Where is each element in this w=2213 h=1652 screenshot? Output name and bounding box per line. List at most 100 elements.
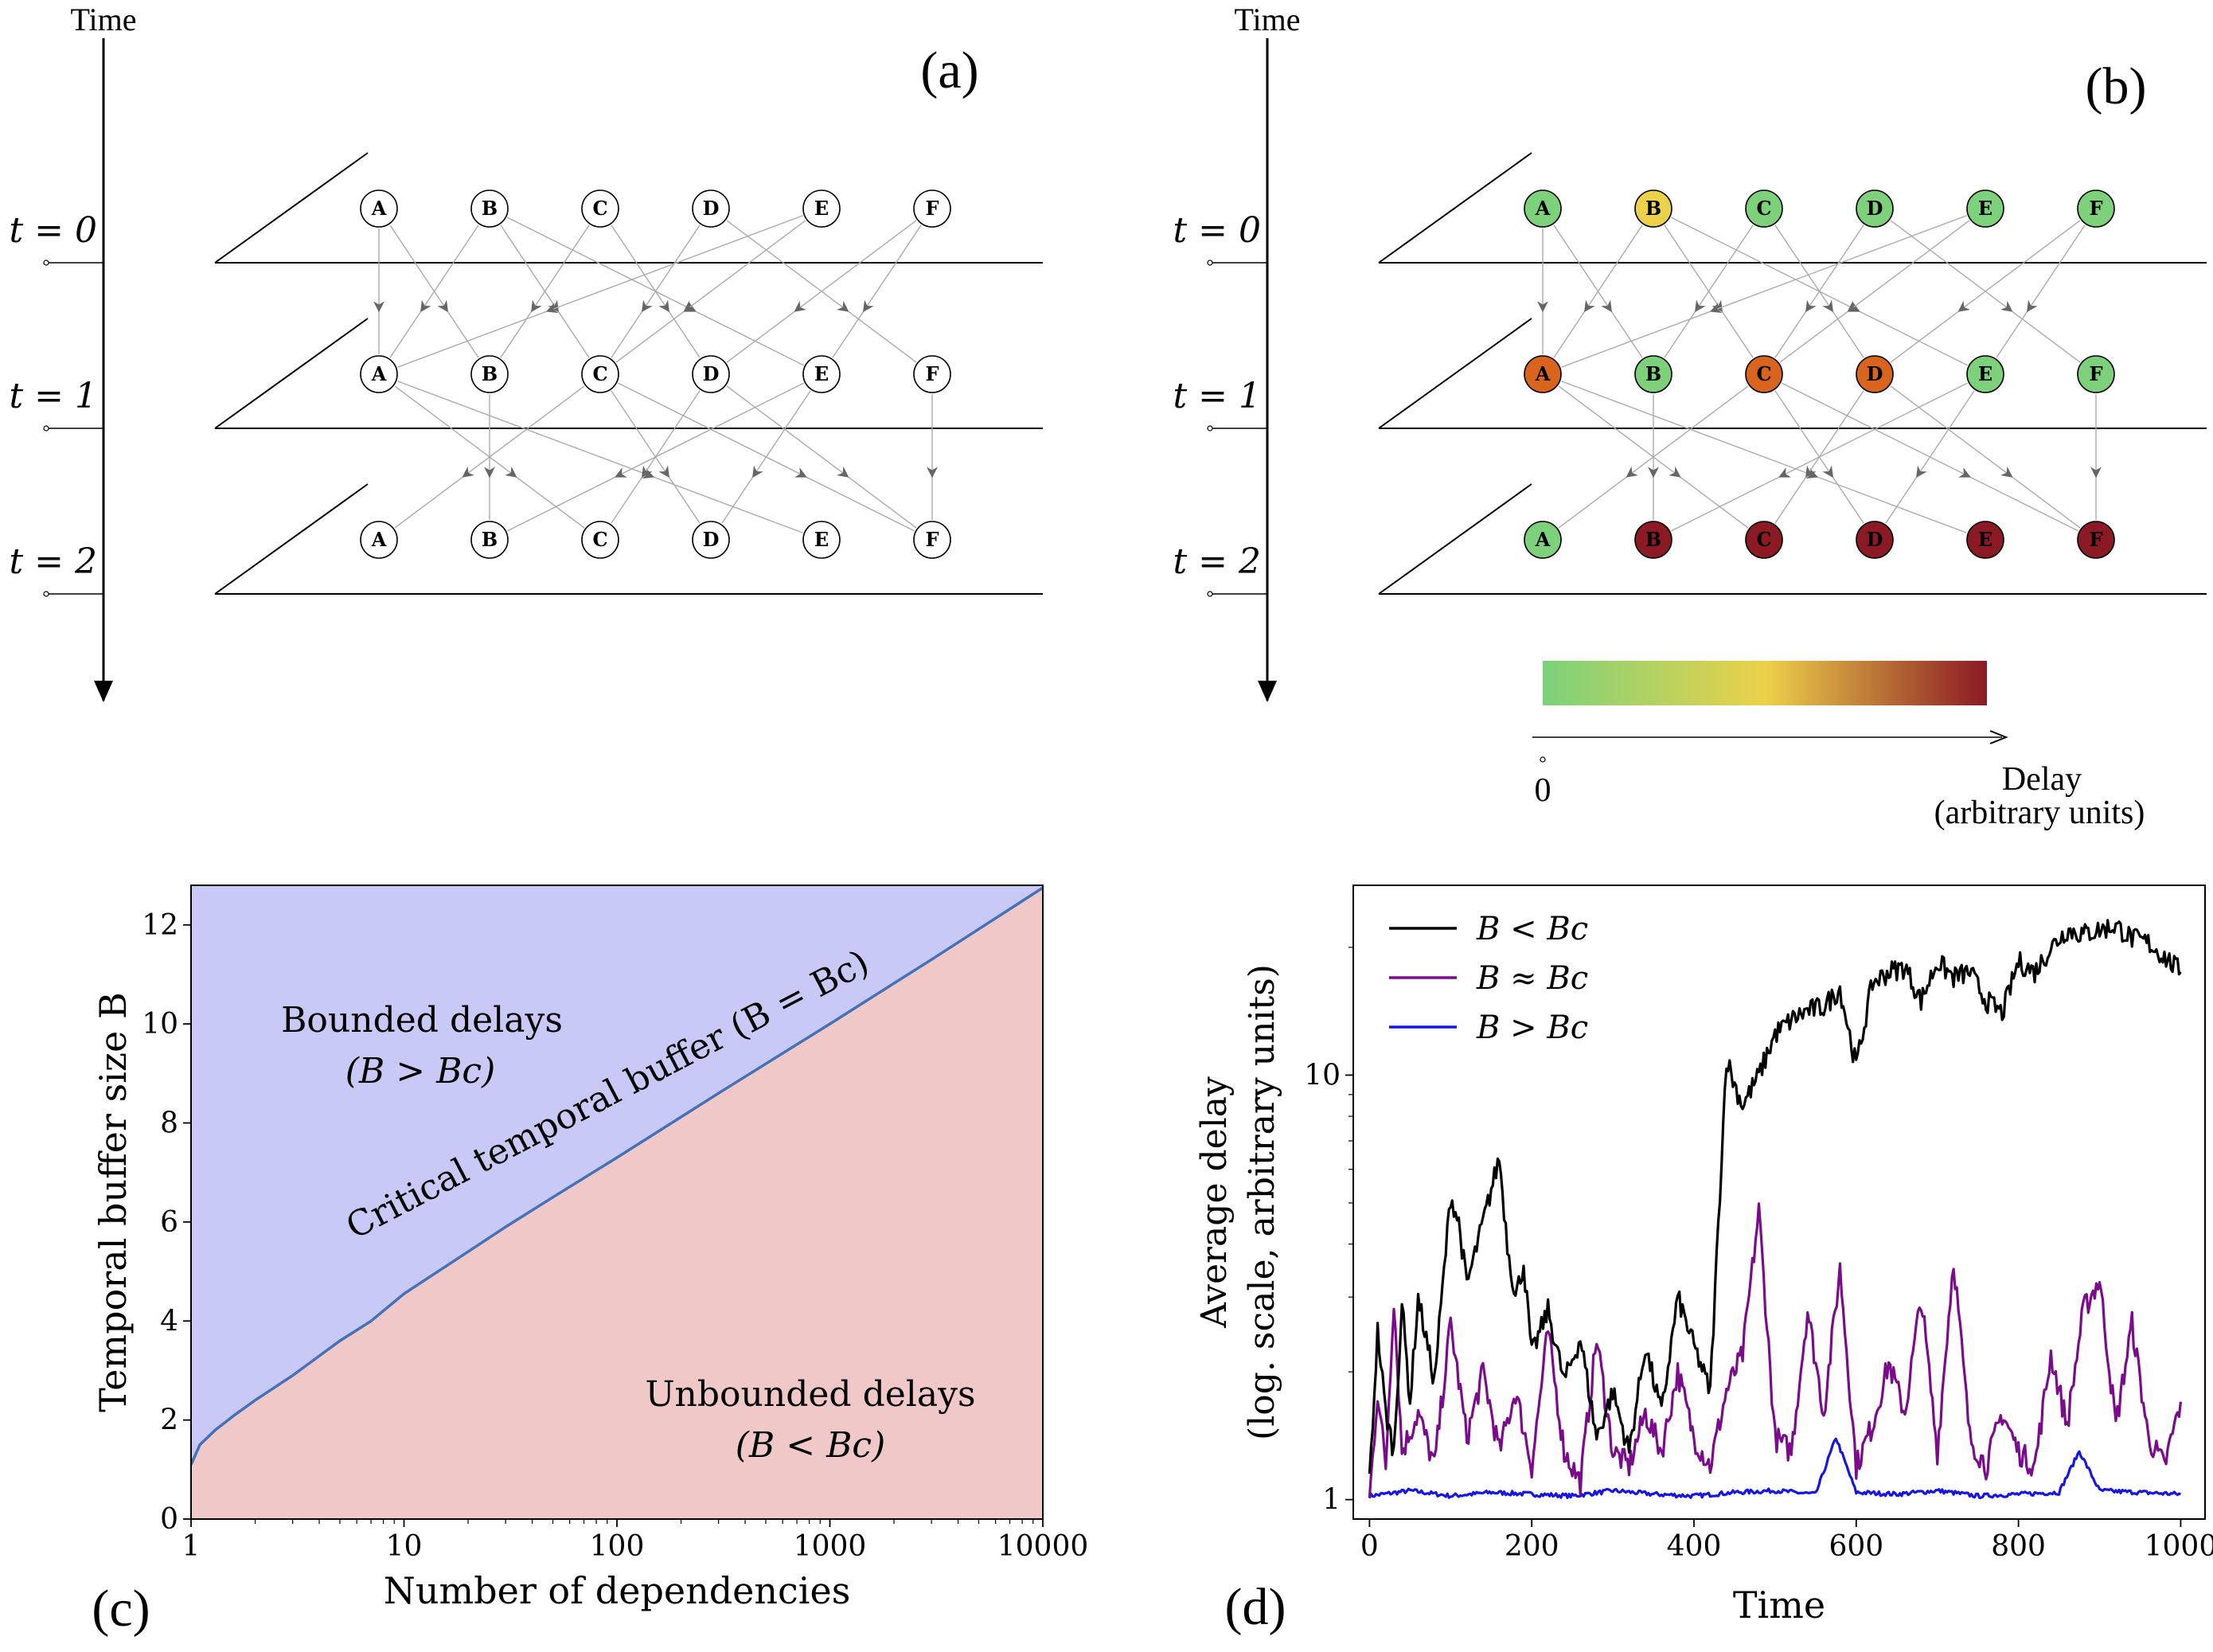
unbounded-condition: (B < Bc) <box>736 1425 885 1466</box>
time-axis-label-a: Time <box>70 2 136 37</box>
node-e-t1 <box>1966 355 2004 393</box>
dependency-edge <box>1558 385 1749 529</box>
dependency-edge <box>1774 225 1864 358</box>
row-label-t0: t = 0 <box>1173 210 1261 251</box>
x-tick-label-c: 100 <box>590 1530 645 1563</box>
dependency-edge <box>397 381 803 533</box>
x-axis-label-d: Time <box>1733 1584 1825 1627</box>
node-label: D <box>1867 528 1883 551</box>
node-label: B <box>1645 197 1661 220</box>
node-label: C <box>1756 362 1771 385</box>
node-label: F <box>925 528 939 551</box>
series-line-0 <box>1368 919 2182 1474</box>
node-d-t2 <box>692 521 730 559</box>
y-tick-label-c: 12 <box>142 909 178 942</box>
node-d-t1 <box>692 355 730 393</box>
row-label-t2: t = 2 <box>1173 541 1261 582</box>
dependency-edge <box>1664 225 1754 358</box>
dependency-edge <box>1885 390 1975 524</box>
y-tick-label-c: 8 <box>160 1107 178 1140</box>
x-tick-label-d: 200 <box>1505 1530 1559 1563</box>
legend-d: B < Bc B ≈ Bc B > Bc <box>1389 911 1588 1046</box>
node-label: A <box>371 362 387 385</box>
node-a-t1 <box>360 355 398 393</box>
node-label: D <box>703 528 720 551</box>
node-label: D <box>1867 197 1883 220</box>
dependency-edge <box>726 385 917 529</box>
node-e-t2 <box>1966 521 2004 559</box>
node-c-t1 <box>1745 355 1783 393</box>
dependency-edge <box>389 225 479 358</box>
y-axis-label-d-line2: (log. scale, arbitrary units) <box>1242 964 1282 1440</box>
dependency-edge <box>1561 215 1967 368</box>
y-tick-label-c: 4 <box>160 1305 178 1338</box>
dependency-edge <box>832 225 922 358</box>
node-c-t1 <box>581 355 619 393</box>
node-a-t0 <box>1524 189 1562 228</box>
node-label: F <box>925 197 939 220</box>
x-tick-label-d: 400 <box>1667 1530 1722 1563</box>
y-axis-label-d-line1: Average delay <box>1194 1076 1235 1329</box>
node-c-t2 <box>1745 521 1783 559</box>
row-tick-dot-1 <box>43 425 49 432</box>
y-tick-label-c: 2 <box>160 1404 178 1437</box>
y-tick-label-d: 10 <box>1304 1059 1341 1092</box>
node-c-t0 <box>581 189 619 228</box>
dependency-edge <box>726 220 917 363</box>
node-label: C <box>592 197 607 220</box>
node-label: B <box>1645 528 1661 551</box>
dependency-edge <box>721 390 811 524</box>
time-axis-label-b: Time <box>1234 2 1300 37</box>
node-e-t1 <box>802 355 841 393</box>
node-e-t0 <box>1966 189 2004 228</box>
node-c-t0 <box>1745 189 1783 228</box>
node-f-t2 <box>913 521 951 559</box>
node-label: E <box>1978 362 1992 385</box>
node-b-t2 <box>470 521 509 559</box>
node-d-t1 <box>1856 355 1894 393</box>
unbounded-region <box>191 888 1043 1519</box>
row-tick-dot-1 <box>1207 425 1213 432</box>
node-label: E <box>814 362 829 385</box>
time-plane-edge-2 <box>1378 483 1532 595</box>
delay-axis-units: (arbitrary units) <box>1934 795 2145 831</box>
delay-zero-label: 0 <box>1535 772 1551 809</box>
time-plane-edge-0 <box>1378 152 1532 264</box>
plot-frame-d <box>1352 885 2206 1520</box>
dependency-edge <box>397 215 803 368</box>
y-tick-label-d: 1 <box>1322 1484 1341 1517</box>
delay-axis-label: Delay <box>2002 761 2082 798</box>
row-tick-dot-2 <box>1207 591 1213 597</box>
node-label: E <box>1978 197 1992 220</box>
dependency-edge <box>611 225 701 358</box>
panel-d-label: (d) <box>1225 1578 1286 1636</box>
node-b-t1 <box>470 355 509 393</box>
node-label: A <box>1535 528 1551 551</box>
unbounded-label: Unbounded delays <box>645 1374 975 1415</box>
legend-label: B ≈ Bc <box>1476 960 1588 997</box>
dependency-edge <box>1561 381 1967 533</box>
node-label: C <box>1756 197 1771 220</box>
dependency-edge <box>615 220 806 363</box>
delay-colorbar <box>1543 661 1987 705</box>
node-b-t0 <box>1634 189 1672 228</box>
node-a-t0 <box>360 189 398 228</box>
node-label: B <box>1645 362 1661 385</box>
row-label-t2: t = 2 <box>9 541 97 582</box>
x-tick-label-c: 10000 <box>997 1530 1089 1563</box>
x-tick-label-d: 0 <box>1360 1530 1379 1563</box>
panel-b-network-diagram: (b) Time t = 0 t = 1 t = 2 A B C D E F A B C D E F A B C… <box>1173 2 2207 831</box>
time-plane-edge-2 <box>214 483 369 595</box>
dependency-edge <box>500 225 590 358</box>
dependency-edge <box>1553 225 1643 358</box>
node-label: A <box>1535 362 1551 385</box>
node-label: A <box>371 528 387 551</box>
node-f-t2 <box>2077 521 2115 559</box>
row-tick-dot-0 <box>1207 260 1213 266</box>
node-e-t2 <box>802 521 841 559</box>
dependency-edge <box>1890 220 2081 363</box>
node-a-t2 <box>360 521 398 559</box>
